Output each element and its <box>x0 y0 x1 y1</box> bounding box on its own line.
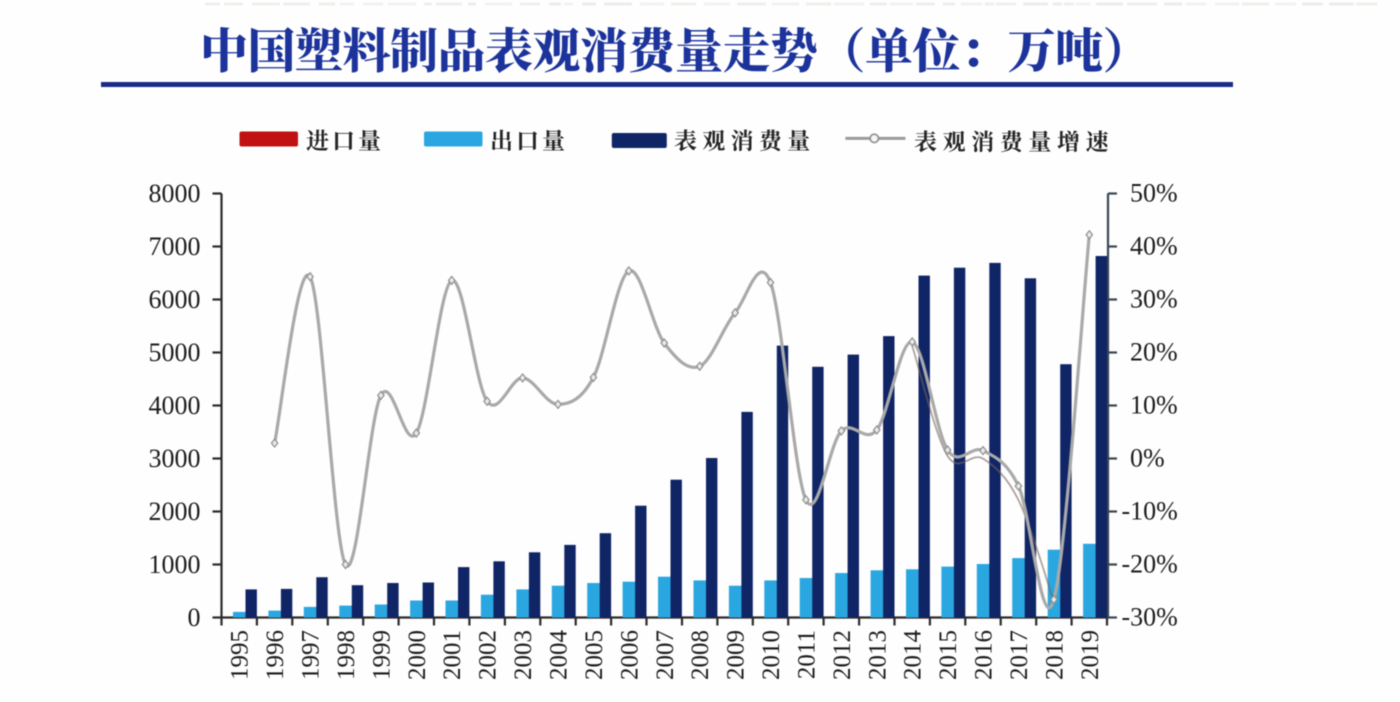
svg-text:2014: 2014 <box>900 630 927 681</box>
svg-text:1997: 1997 <box>298 630 325 680</box>
svg-text:-10%: -10% <box>1122 497 1178 526</box>
svg-text:2018: 2018 <box>1041 630 1068 680</box>
svg-text:6000: 6000 <box>149 285 201 314</box>
svg-text:50%: 50% <box>1130 179 1178 208</box>
svg-text:2015: 2015 <box>935 630 962 680</box>
svg-text:7000: 7000 <box>149 232 201 261</box>
svg-text:1000: 1000 <box>149 550 201 579</box>
svg-text:-20%: -20% <box>1122 550 1178 579</box>
svg-text:0: 0 <box>188 603 201 632</box>
svg-text:20%: 20% <box>1130 338 1178 367</box>
svg-text:3000: 3000 <box>149 444 201 473</box>
svg-text:0%: 0% <box>1130 444 1165 473</box>
svg-text:2000: 2000 <box>149 497 201 526</box>
svg-text:2002: 2002 <box>475 630 502 680</box>
svg-text:2017: 2017 <box>1006 630 1033 680</box>
svg-text:2010: 2010 <box>758 630 785 680</box>
svg-text:8000: 8000 <box>149 179 201 208</box>
svg-text:5000: 5000 <box>149 338 201 367</box>
svg-text:2000: 2000 <box>404 630 431 680</box>
svg-text:2001: 2001 <box>439 630 466 680</box>
svg-text:2007: 2007 <box>652 630 679 680</box>
svg-text:2012: 2012 <box>829 630 856 680</box>
svg-text:2011: 2011 <box>793 630 820 679</box>
svg-text:-30%: -30% <box>1122 603 1178 632</box>
svg-text:2009: 2009 <box>723 630 750 680</box>
svg-text:1995: 1995 <box>227 630 254 680</box>
svg-text:10%: 10% <box>1130 391 1178 420</box>
svg-text:2003: 2003 <box>510 630 537 680</box>
svg-text:40%: 40% <box>1130 232 1178 261</box>
svg-text:30%: 30% <box>1130 285 1178 314</box>
svg-text:1999: 1999 <box>368 630 395 680</box>
svg-text:4000: 4000 <box>149 391 201 420</box>
svg-text:2016: 2016 <box>971 630 998 680</box>
svg-text:2006: 2006 <box>616 630 643 680</box>
svg-text:1996: 1996 <box>262 630 289 680</box>
svg-text:2005: 2005 <box>581 630 608 680</box>
svg-text:2008: 2008 <box>687 630 714 680</box>
svg-text:1998: 1998 <box>333 630 360 680</box>
svg-text:2019: 2019 <box>1077 630 1104 680</box>
svg-text:2013: 2013 <box>864 630 891 680</box>
svg-text:2004: 2004 <box>546 630 573 681</box>
